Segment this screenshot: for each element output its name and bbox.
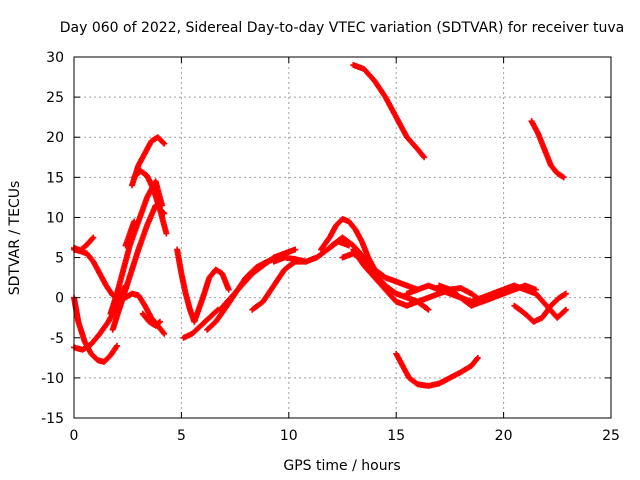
data-point (131, 218, 138, 225)
data-point (89, 235, 96, 242)
data-point (155, 319, 162, 326)
series-arc-28 (489, 282, 569, 321)
x-tick-label: 20 (495, 428, 513, 444)
x-tick-label: 0 (70, 428, 79, 444)
series-arc-12 (174, 246, 198, 325)
data-point (562, 306, 569, 313)
x-axis-label: GPS time / hours (283, 458, 400, 474)
series-arc-06 (109, 202, 168, 333)
y-tick-label: -10 (41, 371, 64, 387)
series-arc-29 (511, 290, 569, 325)
series-arc-27 (436, 282, 539, 309)
data-point (160, 329, 167, 336)
series-arc-30 (528, 118, 567, 181)
data-point (420, 153, 427, 160)
data-point (424, 305, 431, 312)
series-arc-18 (270, 238, 352, 265)
series-arc-11 (139, 310, 163, 329)
series-arc-09 (131, 167, 170, 237)
series-arc-16 (217, 246, 299, 313)
data-point (425, 306, 432, 313)
series-arc-07 (122, 218, 138, 249)
plot-frame (73, 56, 612, 419)
y-tick-label: 25 (46, 90, 64, 106)
x-tick-label: 10 (280, 428, 298, 444)
data-point (163, 230, 170, 237)
data-point (225, 286, 232, 293)
data-point (561, 307, 568, 314)
y-tick-label: -15 (41, 411, 64, 427)
y-tick-label: 15 (46, 170, 64, 186)
series-arc-14 (191, 266, 232, 325)
data-point (213, 307, 220, 314)
axes: 0 5 10 15 20 25 -15 -10 -5 0 5 10 15 20 25 30 (41, 50, 620, 444)
series-arc-24 (393, 350, 481, 389)
series-arc-05 (107, 178, 166, 317)
data-point (160, 139, 167, 146)
y-axis-label: SDTVAR / TECUs (7, 181, 23, 296)
data-point (474, 354, 481, 361)
data-point (562, 290, 569, 297)
y-tick-label: 30 (46, 50, 64, 66)
data-point (90, 234, 97, 241)
data-point (421, 154, 428, 161)
data-point (473, 355, 480, 362)
y-tick-label: -5 (50, 331, 64, 347)
data-point (156, 318, 163, 325)
chart-title: Day 060 of 2022, Sidereal Day-to-day VTE… (60, 20, 624, 36)
y-tick-label: 5 (55, 251, 64, 267)
series-arc-23 (350, 62, 428, 161)
x-tick-label: 5 (177, 428, 186, 444)
series-arc-02 (71, 234, 97, 254)
x-tick-label: 15 (387, 428, 405, 444)
y-tick-label: 10 (46, 210, 64, 226)
y-tick-label: 0 (55, 291, 64, 307)
y-tick-label: 20 (46, 130, 64, 146)
data-point (161, 330, 168, 337)
data-series (71, 62, 569, 389)
x-tick-label: 25 (602, 428, 620, 444)
data-point (560, 174, 567, 181)
data-point (113, 342, 120, 349)
data-point (161, 140, 168, 147)
data-point (292, 246, 299, 253)
series-arc-22 (350, 246, 421, 309)
